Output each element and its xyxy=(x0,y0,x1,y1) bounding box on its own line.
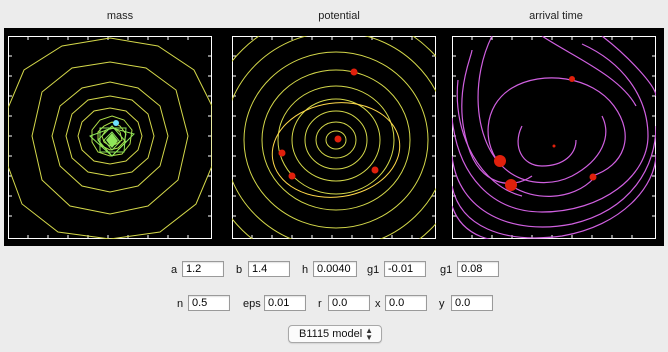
param-r-label: r xyxy=(318,298,322,310)
param-h-label: h xyxy=(302,264,309,276)
param-g1b-label: g1 xyxy=(440,264,453,276)
model-select[interactable]: B1115 model ▲ ▼ xyxy=(288,325,382,343)
param-y-label: y xyxy=(439,298,445,310)
arrival-time-panel-title: arrival time xyxy=(529,10,583,22)
param-a-label: a xyxy=(171,264,178,276)
mass-core-marker xyxy=(106,133,118,148)
arrival-image-markers xyxy=(494,76,597,191)
arrival-time-plot[interactable] xyxy=(452,36,656,239)
param-g1-label: g1 xyxy=(367,264,380,276)
params-row-2: n eps r x y xyxy=(0,295,668,315)
param-g1b-input[interactable] xyxy=(457,261,499,277)
param-x-label: x xyxy=(375,298,381,310)
param-x-input[interactable] xyxy=(385,295,427,311)
image-marker[interactable] xyxy=(569,76,575,82)
image-marker[interactable] xyxy=(371,166,379,174)
param-g1-input[interactable] xyxy=(384,261,426,277)
mass-plot[interactable] xyxy=(8,36,212,239)
image-marker[interactable] xyxy=(288,172,296,180)
param-b-label: b xyxy=(236,264,243,276)
potential-plot[interactable] xyxy=(232,36,436,239)
source-marker[interactable] xyxy=(334,135,342,143)
plots-area xyxy=(4,28,664,246)
image-markers xyxy=(278,68,379,180)
updown-arrows-icon: ▲ ▼ xyxy=(365,326,373,342)
param-n-input[interactable] xyxy=(188,295,230,311)
param-eps-input[interactable] xyxy=(264,295,306,311)
image-marker[interactable] xyxy=(505,179,517,191)
param-eps-label: eps xyxy=(243,298,261,310)
param-b-input[interactable] xyxy=(248,261,290,277)
param-r-input[interactable] xyxy=(328,295,370,311)
param-n-label: n xyxy=(177,298,184,310)
image-marker[interactable] xyxy=(278,149,286,157)
lens-center-marker xyxy=(113,120,119,126)
params-row-1: a b h g1 g1 xyxy=(0,261,668,281)
model-select-value: B1115 model xyxy=(299,328,363,340)
image-marker[interactable] xyxy=(494,155,506,167)
image-marker[interactable] xyxy=(350,68,358,76)
source-marker[interactable] xyxy=(552,144,556,148)
image-marker[interactable] xyxy=(589,173,597,181)
mass-panel-title: mass xyxy=(106,10,134,22)
param-a-input[interactable] xyxy=(182,261,224,277)
potential-panel-title: potential xyxy=(318,10,360,22)
param-y-input[interactable] xyxy=(451,295,493,311)
caustic-curve xyxy=(271,102,401,198)
param-h-input[interactable] xyxy=(313,261,357,277)
